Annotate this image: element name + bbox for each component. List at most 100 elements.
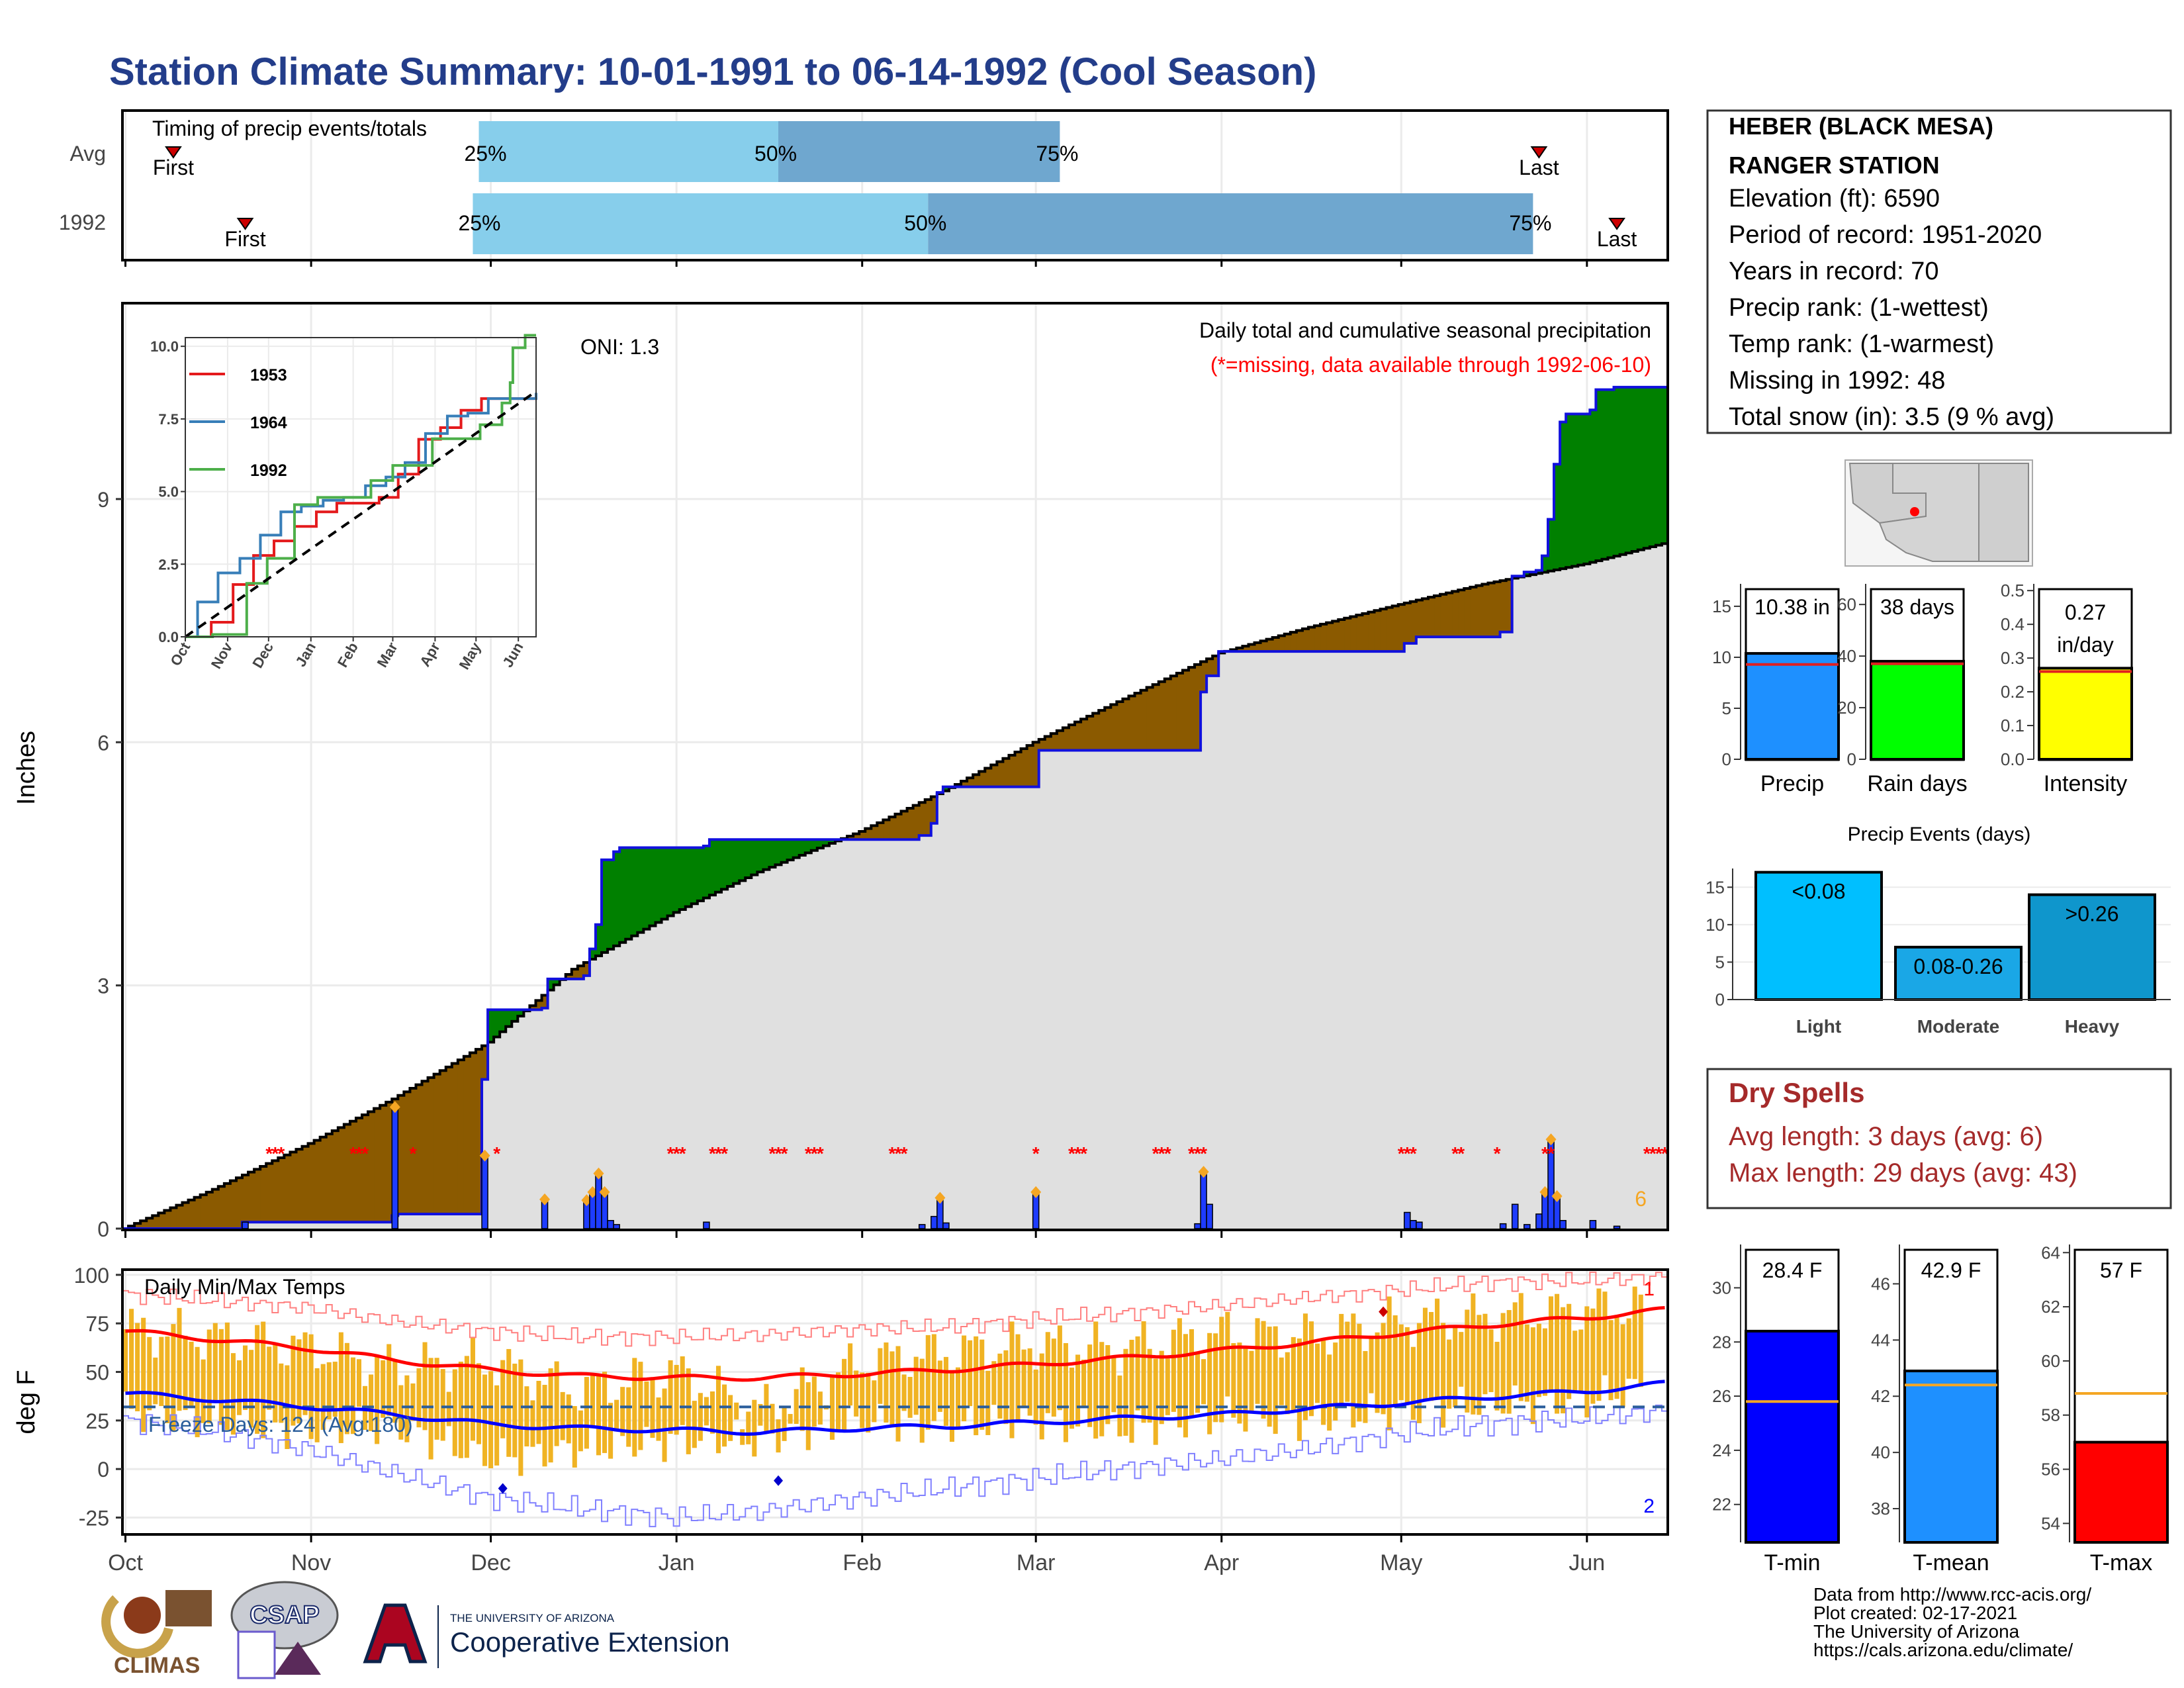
daily-temp-bar xyxy=(1225,1311,1230,1397)
below-normal-strip xyxy=(973,774,979,787)
daily-temp-bar xyxy=(1477,1315,1482,1415)
missing-day-marker: * xyxy=(1661,1143,1668,1164)
below-normal-strip xyxy=(1464,588,1471,637)
legend-1953: 1953 xyxy=(250,366,287,385)
tstat-ytick-label: 64 xyxy=(2041,1243,2060,1262)
daily-temp-bar xyxy=(1141,1321,1146,1423)
stat-ytick-label: 0.3 xyxy=(2001,648,2025,668)
below-normal-strip xyxy=(463,1056,471,1214)
daily-temp-bar xyxy=(608,1403,614,1459)
timing-title: Timing of precip events/totals xyxy=(152,117,427,140)
below-normal-strip xyxy=(1272,637,1279,652)
below-normal-strip xyxy=(1128,696,1136,751)
tstat-bar-T-min xyxy=(1745,1329,1840,1544)
footer-line-4: https://cals.arizona.edu/climate/ xyxy=(1813,1640,2073,1660)
daily-temp-bar xyxy=(680,1356,685,1425)
daily-temp-bar xyxy=(1620,1324,1625,1407)
below-normal-strip xyxy=(445,1066,453,1214)
below-normal-strip xyxy=(146,1218,153,1229)
above-normal-strip xyxy=(673,847,680,913)
above-normal-strip xyxy=(769,839,776,867)
daily-temp-bar xyxy=(560,1391,565,1440)
daily-temp-bar xyxy=(369,1374,374,1431)
normal-fill-area xyxy=(122,543,1668,1229)
daily-temp-bar xyxy=(1447,1339,1452,1409)
above-normal-strip xyxy=(631,847,638,936)
below-normal-strip xyxy=(889,817,896,840)
below-normal-strip xyxy=(1068,725,1075,751)
tstat-label: T-min xyxy=(1764,1550,1821,1575)
above-normal-strip xyxy=(553,978,561,985)
daily-temp-bar xyxy=(1147,1348,1152,1423)
missing-note: (*=missing, data available through 1992-… xyxy=(1210,353,1651,377)
above-normal-strip xyxy=(793,839,800,858)
daily-precip-bar xyxy=(1200,1171,1207,1229)
first-marker xyxy=(165,146,182,159)
below-normal-strip xyxy=(260,1166,267,1223)
daily-temp-bar xyxy=(381,1360,386,1418)
below-normal-strip xyxy=(134,1223,141,1229)
below-normal-strip xyxy=(1122,698,1130,751)
above-normal-strip xyxy=(614,851,620,946)
above-normal-strip xyxy=(781,839,788,863)
below-normal-strip xyxy=(1201,661,1207,692)
daily-temp-bar xyxy=(770,1403,775,1434)
below-normal-strip xyxy=(1500,581,1507,632)
missing-day-marker: * xyxy=(895,1143,902,1164)
daily-temp-bar xyxy=(566,1394,571,1444)
daily-temp-bar xyxy=(799,1367,805,1431)
below-normal-strip xyxy=(374,1108,381,1223)
below-normal-strip xyxy=(1188,667,1195,751)
month-label: Dec xyxy=(471,1550,510,1575)
record-low-line xyxy=(122,1404,1668,1528)
daily-temp-bar xyxy=(1255,1318,1260,1404)
daily-temp-bar xyxy=(1596,1288,1602,1401)
daily-temp-bar xyxy=(356,1359,362,1407)
precip-stats: 0 5 10 15 10.38 in Precip 0 20 40 60 38 days Rain d… xyxy=(1712,581,2133,796)
below-normal-strip xyxy=(1284,633,1291,652)
above-normal-strip xyxy=(661,847,668,919)
daily-temp-bar xyxy=(236,1360,242,1415)
daily-temp-bar xyxy=(291,1335,296,1426)
tstat-value-text: 28.4 F xyxy=(1762,1258,1823,1282)
daily-temp-bar xyxy=(1123,1348,1128,1436)
missing-day-marker: * xyxy=(1649,1143,1657,1164)
daily-temp-bar xyxy=(506,1348,512,1457)
inset-ytick-label: 5.0 xyxy=(158,484,179,500)
tstat-ytick-label: 30 xyxy=(1712,1278,1731,1297)
daily-temp-bar xyxy=(326,1362,332,1420)
above-normal-strip xyxy=(757,839,764,872)
legend-1992: 1992 xyxy=(250,461,287,480)
below-normal-strip xyxy=(428,1077,435,1214)
tstat-ytick-label: 62 xyxy=(2041,1297,2060,1317)
above-normal-strip xyxy=(775,839,782,865)
temp-ytick-label: 75 xyxy=(85,1312,109,1336)
below-normal-strip xyxy=(194,1197,201,1229)
above-normal-strip xyxy=(715,839,722,892)
footer-line-3: The University of Arizona xyxy=(1813,1621,2020,1642)
inset-line-1992 xyxy=(185,334,536,638)
daily-temp-bar xyxy=(1555,1293,1560,1414)
daily-precip-bar xyxy=(931,1215,938,1229)
daily-temp-bar xyxy=(782,1407,787,1441)
daily-precip-bar xyxy=(1511,1203,1519,1229)
missing-count: 6 xyxy=(1635,1187,1647,1211)
daily-temp-bar xyxy=(434,1358,439,1440)
daily-temp-bar xyxy=(884,1342,889,1423)
below-normal-strip xyxy=(1056,730,1064,751)
daily-precip-bar xyxy=(1559,1220,1567,1229)
stat-ytick-label: 0.0 xyxy=(2001,749,2025,769)
daily-temp-bar xyxy=(1428,1312,1434,1401)
above-normal-strip xyxy=(1547,519,1555,571)
daily-temp-bar xyxy=(728,1395,733,1441)
daily-temp-bar xyxy=(1207,1333,1212,1434)
below-normal-strip xyxy=(1195,664,1201,751)
below-normal-strip xyxy=(1302,628,1309,652)
daily-temp-bar xyxy=(171,1324,176,1432)
events-ytick-label: 10 xyxy=(1706,915,1725,935)
csap-wordmark: CSAP xyxy=(250,1601,320,1629)
below-normal-strip xyxy=(901,811,908,840)
missing-day-marker: * xyxy=(355,1143,363,1164)
stat-ytick-label: 5 xyxy=(1722,698,1731,718)
station-temp-rank: Temp rank: (1-warmest) xyxy=(1729,330,1994,358)
